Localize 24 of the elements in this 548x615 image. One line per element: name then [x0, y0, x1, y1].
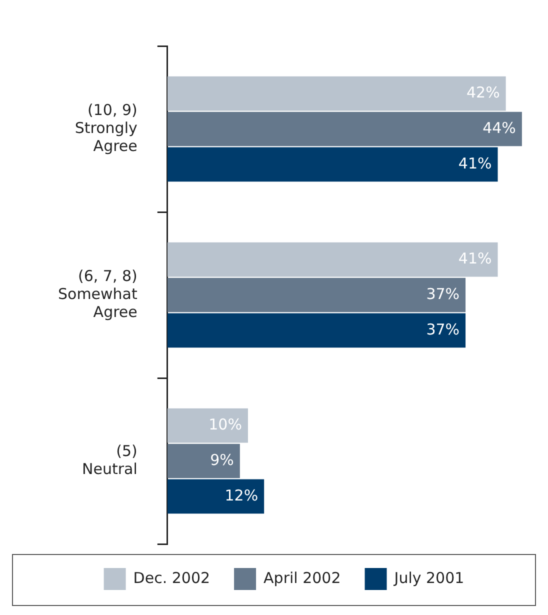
- data-label: 37%: [426, 320, 460, 338]
- legend-label: Dec. 2002: [133, 568, 210, 587]
- bar: [167, 76, 506, 111]
- bar: [167, 242, 498, 277]
- bar: [167, 147, 498, 182]
- data-label: 9%: [210, 450, 234, 469]
- bar: [167, 112, 522, 146]
- data-label: 10%: [208, 415, 242, 434]
- bar: [167, 313, 466, 348]
- data-label: 41%: [458, 249, 492, 268]
- y-tick-label: (10, 9) Strongly Agree: [74, 100, 138, 155]
- bar: [167, 479, 264, 514]
- y-tick-label: (5) Neutral: [82, 442, 138, 478]
- y-tick-label: (6, 7, 8) Somewhat Agree: [58, 266, 138, 321]
- bar: [167, 444, 240, 478]
- data-label: 12%: [224, 486, 258, 504]
- data-label: 37%: [426, 284, 460, 303]
- bar: [167, 278, 466, 312]
- data-label: 41%: [458, 154, 492, 172]
- data-label: 42%: [466, 83, 500, 102]
- legend-label: July 2001: [393, 568, 464, 587]
- legend-label: April 2002: [264, 568, 341, 587]
- data-label: 44%: [482, 118, 516, 137]
- bar: [167, 408, 248, 443]
